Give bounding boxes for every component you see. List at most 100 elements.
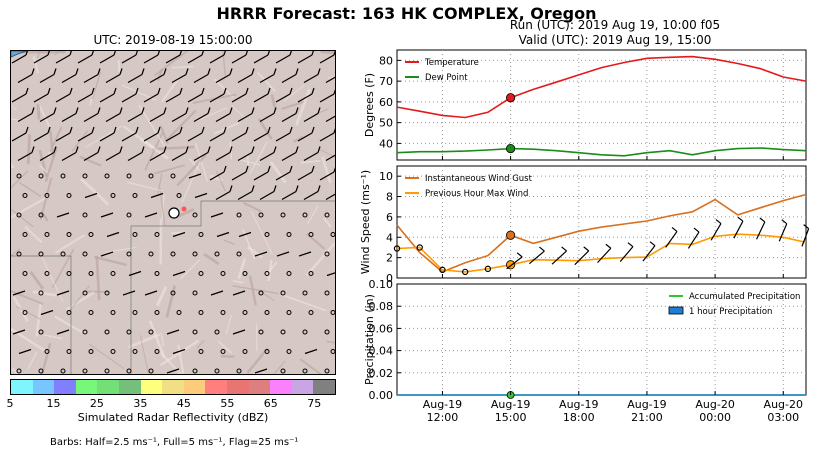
terrain-ridge [180,259,201,280]
y-tick-label: 0.00 [369,389,394,402]
terrain-ridge [269,161,287,184]
wind-barb [121,87,139,103]
reflectivity-spot [181,206,187,212]
wind-barb [77,87,95,103]
x-tick-label: 15:00 [495,411,527,424]
wind-barb [319,51,335,64]
calm-wind-circle [324,329,330,335]
terrain-ridge [11,290,44,306]
wind-barb [61,107,79,123]
wind-barb [56,290,70,296]
legend-swatch [668,306,684,315]
y-tick-label: 8 [386,191,393,204]
calm-wind-circle [330,232,335,237]
calm-wind-circle [38,251,44,257]
terrain-ridge [264,261,278,277]
calm-wind-circle [220,271,226,276]
terrain-ridge [322,217,332,228]
terrain-ridge [171,65,194,69]
wind-barb [99,126,117,142]
wind-barb [237,107,255,123]
y-tick-label: 0.10 [369,278,394,291]
x-tick-label: 21:00 [631,411,663,424]
terrain-ridge [139,137,169,160]
calm-wind-circle [176,310,182,315]
wind-barb [149,107,167,123]
wind-barb [259,107,277,123]
terrain-ridge [38,149,48,177]
wind-barb [209,126,227,142]
terrain-ridge [231,105,246,119]
colorbar-tick-label: 5 [6,397,14,410]
terrain-ridge [80,177,110,206]
colorbar-tick-label: 65 [263,397,278,410]
terrain-ridge [32,290,57,297]
calm-wind-circle [280,290,286,296]
calm-wind-circle [66,271,72,276]
terrain-ridge [283,84,305,102]
wind-barb [232,329,246,335]
wind-barb [597,247,612,264]
terrain-ridge [95,255,101,301]
wind-barb [188,173,202,179]
wind-barb [303,185,321,201]
wind-barb [216,231,230,238]
terrain-ridge [196,107,228,122]
wind-barb [275,126,293,142]
wind-barb [281,185,299,201]
calm-wind-circle [16,173,22,179]
wind-barb [17,107,35,123]
terrain-ridge [36,103,41,120]
wind-barb [232,290,246,296]
calm-wind-circle [198,232,204,237]
figure-title: HRRR Forecast: 163 HK COMPLEX, Oregon [216,4,597,23]
calm-wind-circle [44,271,50,276]
terrain-ridge [194,142,209,182]
colorbar-swatch [75,380,98,394]
calm-wind-circle [308,271,314,276]
wind-barb [33,87,51,103]
terrain-ridge [37,103,53,132]
calm-wind-circle [154,349,160,354]
calm-wind-circle [104,368,110,374]
calm-wind-circle [198,310,204,315]
terrain-ridge [11,118,20,121]
map-title: UTC: 2019-08-19 15:00:00 [93,33,253,47]
terrain-ridge [257,289,275,301]
wind-barb [687,231,700,249]
terrain-ridge [11,208,34,228]
calm-wind-circle [110,271,116,276]
wind-barb [281,107,299,123]
wind-barb [127,68,145,84]
wind-barb [193,146,211,162]
wind-barb [237,185,255,201]
calm-wind-circle [461,268,469,276]
calm-wind-circle [82,251,88,257]
wind-barb [61,68,79,84]
terrain-ridge [238,158,261,166]
wind-barb [319,128,335,142]
y-tick-label: 4 [386,231,393,244]
x-tick-label: Aug-19 [423,398,462,411]
calm-wind-circle [60,251,66,257]
calm-wind-circle [264,310,270,315]
terrain-ridge [242,201,262,213]
wind-barb [215,68,233,84]
terrain-ridge [35,303,42,337]
wind-barb [150,192,164,199]
reflectivity-map [10,50,336,375]
calm-wind-circle [192,251,198,257]
terrain-ridge [139,335,149,374]
wind-barb [166,368,180,374]
terrain-ridge [233,280,244,284]
y-axis-label: Degrees (F) [363,73,376,137]
wind-barb [319,89,335,103]
wind-barb [39,107,57,123]
wind-barb [281,146,299,162]
wind-barb [325,193,335,201]
wind-barb [303,68,321,84]
wind-barb [259,68,277,84]
terrain-ridge [160,351,183,374]
wind-barb [325,76,335,84]
wind-barb [105,68,123,84]
